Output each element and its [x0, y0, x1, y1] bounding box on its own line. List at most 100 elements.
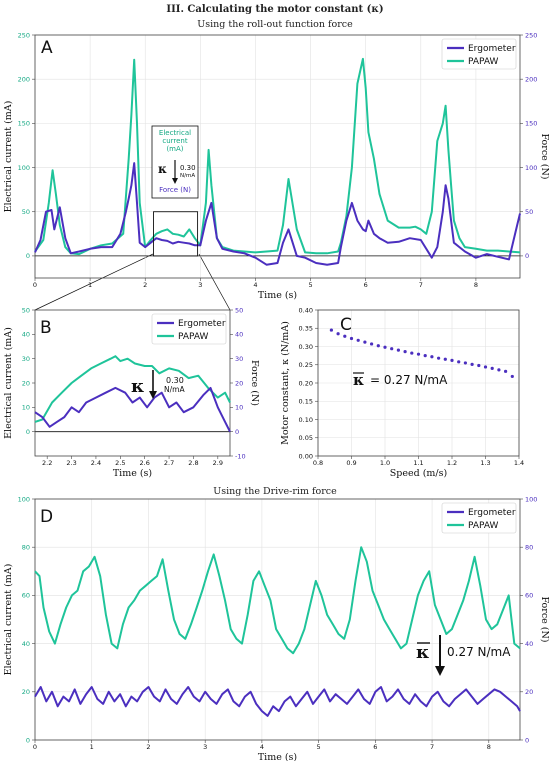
- panel-a-inset: Electrical current (mA) κ 0.30 N/mA Forc…: [151, 125, 199, 199]
- y-tick-label: 50: [22, 306, 30, 314]
- x-tick-label: 7: [419, 281, 423, 289]
- y-tick-label: 0.35: [299, 325, 313, 333]
- y2-tick-label: 0: [235, 428, 239, 436]
- y2-axis-label-d: Force (N): [539, 596, 550, 642]
- scatter-point: [457, 360, 461, 364]
- x-tick-label: 4: [260, 743, 264, 751]
- scatter-point: [383, 345, 387, 349]
- scatter-point: [403, 350, 407, 354]
- x-tick-label: 5: [317, 743, 321, 751]
- inset-force: Force (N): [159, 186, 191, 194]
- inset-arrow-head: [172, 178, 178, 184]
- scatter-point: [497, 368, 501, 372]
- panel-d-kappa-text: 0.27 N/mA: [447, 645, 511, 659]
- y2-tick-label: 40: [525, 640, 533, 648]
- y2-tick-label: 20: [235, 379, 243, 387]
- x-tick-label: 7: [430, 743, 434, 751]
- y-axis-label-c: Motor constant, κ (N/mA): [280, 321, 291, 445]
- y-tick-label: 100: [18, 164, 30, 172]
- figure-title: III. Calculating the motor constant (κ): [166, 4, 383, 15]
- x-tick-label: 1.0: [380, 459, 390, 467]
- inset-current-line-1: Electrical: [159, 129, 191, 137]
- y-tick-label: 10: [22, 404, 30, 412]
- scatter-point: [349, 336, 354, 341]
- y2-tick-label: 60: [525, 592, 533, 600]
- y-axis-label-d: Electrical current (mA): [3, 564, 14, 676]
- scatter-point: [450, 358, 454, 362]
- series-line-ergometer-d: [34, 686, 521, 717]
- y-axis-label-b: Electrical current (mA): [3, 327, 14, 439]
- scatter-point: [490, 366, 494, 370]
- y-tick-label: 40: [22, 640, 30, 648]
- zoom-box: [153, 211, 199, 257]
- x-tick-label: 2.9: [213, 459, 223, 467]
- x-tick-label: 2.6: [140, 459, 150, 467]
- y-tick-label: 0: [26, 736, 30, 744]
- scatter-point: [423, 354, 427, 358]
- panel-c-kappa-text: = 0.27 N/mA: [370, 373, 448, 387]
- y2-tick-label: 150: [525, 120, 537, 128]
- scatter-point: [504, 369, 508, 373]
- subtitle-bottom: Using the Drive-rim force: [213, 486, 337, 497]
- panel-b-arrow-head: [149, 391, 157, 399]
- y2-tick-label: 30: [235, 355, 243, 363]
- y-tick-label: 50: [22, 208, 30, 216]
- panel-b-kappa: κ: [131, 376, 145, 397]
- x-tick-label: 1.3: [480, 459, 490, 467]
- y2-tick-label: 0: [525, 252, 529, 260]
- panel-c-kappa: κ: [353, 371, 364, 389]
- series-line-papaw-d: [34, 546, 521, 655]
- x-axis-label-d: Time (s): [258, 752, 297, 761]
- inset-value: 0.30: [180, 164, 196, 172]
- scatter-point: [477, 363, 481, 368]
- panel-d-annotation: κ 0.27 N/mA: [416, 635, 511, 676]
- x-tick-label: 6: [373, 743, 377, 751]
- y2-tick-label: 50: [525, 208, 533, 216]
- y2-tick-label: -10: [235, 452, 246, 460]
- scatter-point: [329, 328, 333, 332]
- scatter-point: [483, 365, 488, 369]
- scatter-point: [376, 344, 380, 348]
- x-tick-label: 2: [146, 743, 150, 751]
- y2-tick-label: 80: [525, 544, 533, 552]
- x-tick-label: 4: [253, 281, 257, 289]
- y-tick-label: 0: [26, 252, 30, 260]
- legend-b: Ergometer PAPAW: [151, 313, 227, 345]
- panel-b-letter: B: [40, 318, 52, 338]
- x-tick-label: 0.8: [313, 459, 323, 467]
- x-tick-label: 1: [88, 281, 92, 289]
- x-tick-label: 0: [33, 281, 37, 289]
- y-tick-label: 0.15: [299, 398, 313, 406]
- legend-label-papaw: PAPAW: [468, 57, 499, 67]
- x-tick-label: 1: [90, 743, 94, 751]
- y2-tick-label: 100: [525, 164, 537, 172]
- y2-tick-label: 200: [525, 75, 537, 83]
- x-tick-label: 2.5: [115, 459, 125, 467]
- legend-label-ergometer: Ergometer: [468, 508, 516, 518]
- legend-a: Ergometer PAPAW: [441, 38, 517, 70]
- scatter-point: [410, 351, 414, 355]
- x-tick-label: 1.4: [514, 459, 524, 467]
- scatter-point: [390, 347, 394, 351]
- y-tick-label: 0.30: [299, 343, 313, 351]
- panel-d-kappa: κ: [416, 642, 430, 663]
- x-axis-label-c: Speed (m/s): [390, 468, 447, 479]
- x-tick-label: 2.2: [42, 459, 52, 467]
- y2-tick-label: 250: [525, 31, 537, 39]
- legend-label-papaw: PAPAW: [178, 332, 209, 342]
- y-tick-label: 80: [22, 544, 30, 552]
- scatter-point: [510, 374, 514, 379]
- y-tick-label: 60: [22, 592, 30, 600]
- y-axis-label-a: Electrical current (mA): [3, 101, 14, 213]
- scatter-point: [370, 342, 374, 346]
- y-tick-label: 20: [22, 379, 30, 387]
- y-tick-label: 100: [18, 495, 30, 503]
- panel-d-arrow-head: [435, 666, 445, 676]
- series-line-papaw-a: [34, 57, 521, 256]
- x-tick-label: 2.8: [188, 459, 198, 467]
- x-tick-label: 6: [364, 281, 368, 289]
- y-tick-label: 0: [26, 428, 30, 436]
- x-tick-label: 5: [308, 281, 312, 289]
- panel-b-annotation: κ 0.30 N/mA: [131, 370, 185, 399]
- scatter-point: [463, 361, 467, 365]
